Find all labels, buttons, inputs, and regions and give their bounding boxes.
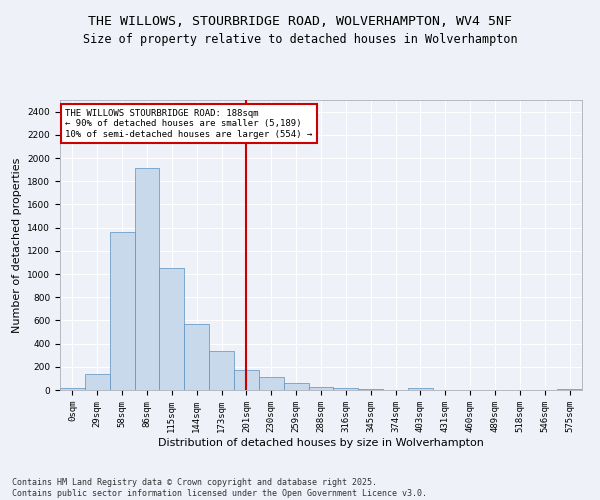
Bar	[557, 389, 582, 390]
Bar	[134, 168, 160, 390]
Bar	[308, 386, 334, 390]
Text: Size of property relative to detached houses in Wolverhampton: Size of property relative to detached ho…	[83, 32, 517, 46]
Bar	[184, 324, 209, 390]
Bar	[408, 388, 433, 390]
Bar	[259, 377, 284, 390]
Text: Contains HM Land Registry data © Crown copyright and database right 2025.
Contai: Contains HM Land Registry data © Crown c…	[12, 478, 427, 498]
Bar	[358, 389, 383, 390]
Bar	[334, 388, 358, 390]
Y-axis label: Number of detached properties: Number of detached properties	[12, 158, 22, 332]
Bar	[160, 268, 184, 390]
Bar	[284, 383, 308, 390]
Bar	[85, 374, 110, 390]
X-axis label: Distribution of detached houses by size in Wolverhampton: Distribution of detached houses by size …	[158, 438, 484, 448]
Text: THE WILLOWS STOURBRIDGE ROAD: 188sqm
← 90% of detached houses are smaller (5,189: THE WILLOWS STOURBRIDGE ROAD: 188sqm ← 9…	[65, 108, 313, 138]
Bar	[110, 232, 134, 390]
Bar	[60, 388, 85, 390]
Text: THE WILLOWS, STOURBRIDGE ROAD, WOLVERHAMPTON, WV4 5NF: THE WILLOWS, STOURBRIDGE ROAD, WOLVERHAM…	[88, 15, 512, 28]
Bar	[209, 351, 234, 390]
Bar	[234, 370, 259, 390]
